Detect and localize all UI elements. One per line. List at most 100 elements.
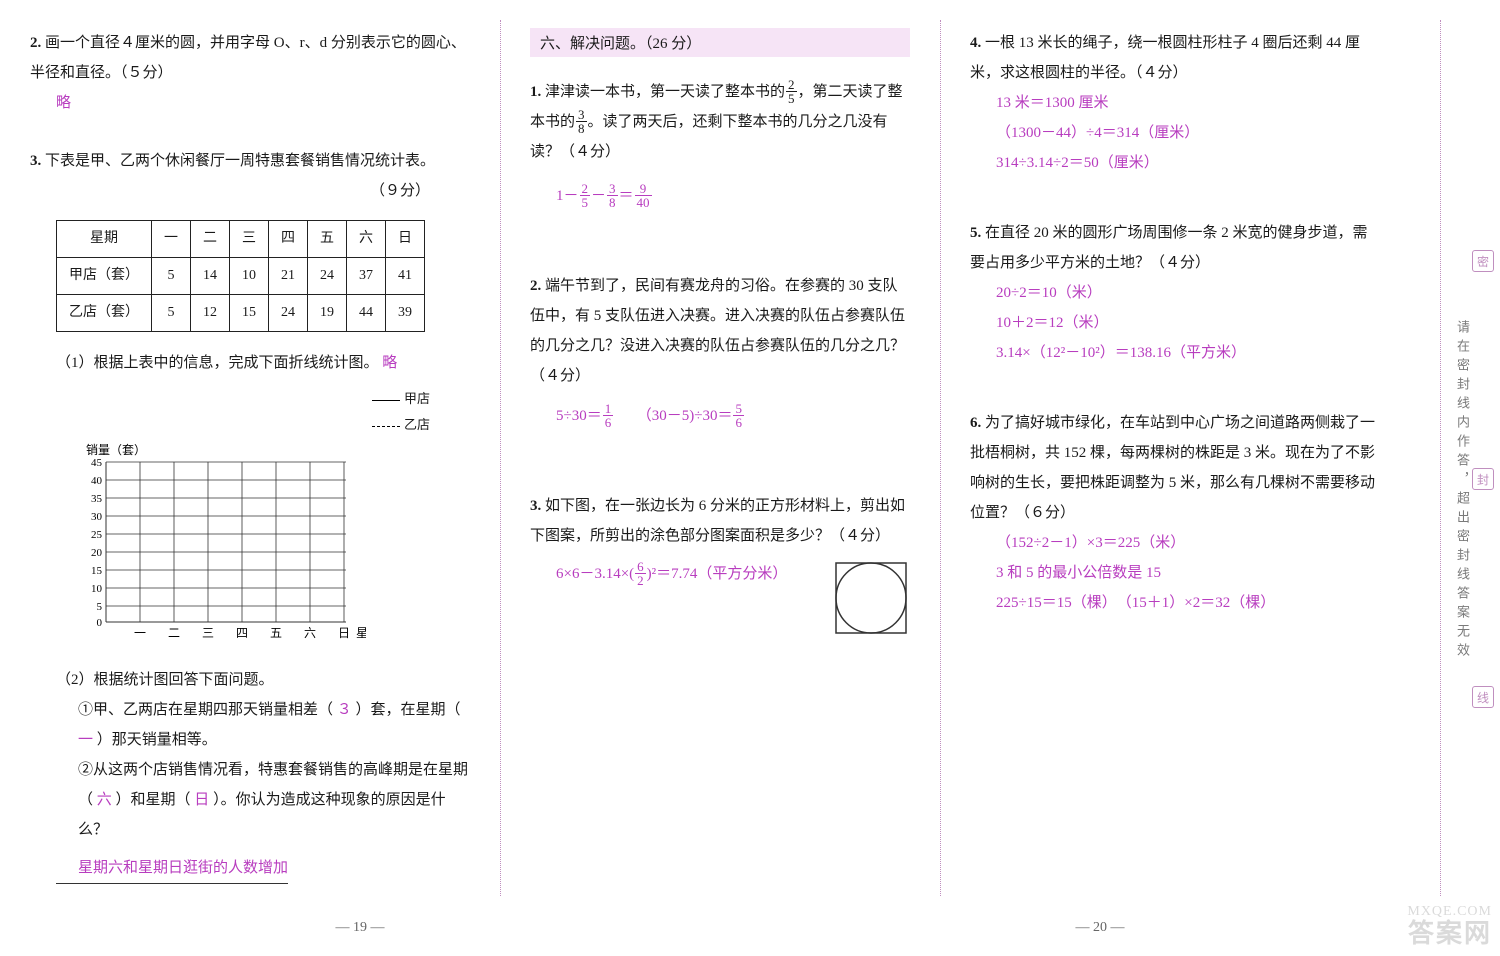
td: 44 bbox=[347, 295, 386, 332]
td: 15 bbox=[230, 295, 269, 332]
td: 24 bbox=[308, 258, 347, 295]
td: 19 bbox=[308, 295, 347, 332]
fraction: 38 bbox=[607, 182, 618, 209]
q3-sub2: （2）根据统计图回答下面问题。 ①甲、乙两店在星期四那天销量相差（ ３ ）套，在… bbox=[30, 665, 470, 884]
watermark-url: MXQE.COM bbox=[1407, 904, 1492, 920]
text: 5÷30＝ bbox=[556, 408, 602, 424]
text: （30－5)÷30＝ bbox=[644, 408, 732, 424]
answer-line: （1300－44）÷4＝314（厘米） bbox=[970, 118, 1380, 148]
text: ）和星期（ bbox=[116, 792, 191, 808]
ytick: 45 bbox=[91, 457, 103, 469]
ylabel: 销量（套） bbox=[86, 443, 146, 457]
text: ＝ bbox=[619, 188, 634, 204]
fraction: 38 bbox=[576, 108, 587, 135]
table-row: 甲店（套） 5 14 10 21 24 37 41 bbox=[57, 258, 425, 295]
xtick: 二 bbox=[168, 626, 180, 640]
fraction: 25 bbox=[580, 182, 591, 209]
td: 37 bbox=[347, 258, 386, 295]
text: 端午节到了，民间有赛龙舟的习俗。在参赛的 30 支队伍中，有 5 支队伍进入决赛… bbox=[530, 278, 905, 384]
ytick: 10 bbox=[91, 583, 103, 595]
th: 三 bbox=[230, 221, 269, 258]
xtick: 四 bbox=[236, 626, 248, 640]
text: ）套，在星期（ bbox=[356, 702, 461, 718]
dashed-line-icon bbox=[372, 426, 400, 427]
page-number-right: — 20 — bbox=[740, 920, 1460, 936]
ytick: 30 bbox=[91, 511, 103, 523]
ytick: 5 bbox=[97, 601, 103, 613]
td: 甲店（套） bbox=[57, 258, 152, 295]
ytick: 0 bbox=[97, 617, 103, 629]
xtick: 六 bbox=[304, 626, 316, 640]
column-3: 4. 一根 13 米长的绳子，绕一根圆柱形柱子 4 圈后还剩 44 厘米，求这根… bbox=[940, 0, 1410, 956]
page-root: 2. 画一个直径４厘米的圆，并用字母 O、r、d 分别表示它的圆心、半径和直径。… bbox=[0, 0, 1500, 956]
s6-q3-answer: 6×6－3.14×(62)²＝7.74（平方分米） bbox=[530, 559, 832, 589]
th: 五 bbox=[308, 221, 347, 258]
fraction: 16 bbox=[603, 402, 614, 429]
q3-sub1-answer: 略 bbox=[382, 355, 397, 371]
td: 21 bbox=[269, 258, 308, 295]
column-1: 2. 画一个直径４厘米的圆，并用字母 O、r、d 分别表示它的圆心、半径和直径。… bbox=[0, 0, 500, 956]
text: 在直径 20 米的圆形广场周围修一条 2 米宽的健身步道，需要占用多少平方米的土… bbox=[970, 225, 1368, 271]
s6-q6: 6. 为了搞好城市绿化，在车站到中心广场之间道路两侧栽了一批梧桐树，共 152 … bbox=[970, 408, 1380, 618]
answer-line: 3 和 5 的最小公倍数是 15 bbox=[970, 558, 1380, 588]
seal-mark-icon: 线 bbox=[1472, 686, 1494, 708]
chart-svg: 销量（套） bbox=[56, 442, 366, 642]
ytick: 15 bbox=[91, 565, 103, 577]
seal-instruction: 请在密封线内作答，超出密封线答案无效 bbox=[1453, 320, 1472, 662]
ytick: 25 bbox=[91, 529, 103, 541]
th: 一 bbox=[152, 221, 191, 258]
xtick: 一 bbox=[134, 626, 146, 640]
blank-answer: 六 bbox=[97, 792, 112, 808]
th: 六 bbox=[347, 221, 386, 258]
q2-number: 2. bbox=[30, 35, 41, 51]
seal-mark-icon: 封 bbox=[1472, 468, 1494, 490]
section-6-header: 六、解决问题。（26 分） bbox=[530, 28, 910, 57]
line-chart: 甲店 乙店 销量（套） bbox=[56, 386, 470, 653]
q-number: 3. bbox=[530, 498, 541, 514]
solid-line-icon bbox=[372, 400, 400, 401]
blank-answer: ３ bbox=[337, 702, 352, 718]
text: 为了搞好城市绿化，在车站到中心广场之间道路两侧栽了一批梧桐树，共 152 棵，每… bbox=[970, 415, 1375, 521]
q3-text: 下表是甲、乙两个休闲餐厅一周特惠套餐销售情况统计表。 bbox=[45, 153, 435, 169]
answer-line: 20÷2＝10（米） bbox=[970, 278, 1380, 308]
q-number: 4. bbox=[970, 35, 981, 51]
q2-text: 画一个直径４厘米的圆，并用字母 O、r、d 分别表示它的圆心、半径和直径。（５分… bbox=[30, 35, 466, 81]
ytick: 20 bbox=[91, 547, 103, 559]
text: 一根 13 米长的绳子，绕一根圆柱形柱子 4 圈后还剩 44 厘米，求这根圆柱的… bbox=[970, 35, 1360, 81]
ytick: 35 bbox=[91, 493, 103, 505]
xlabel: 星期 bbox=[356, 626, 366, 640]
sales-table: 星期 一 二 三 四 五 六 日 甲店（套） 5 14 10 21 24 37 bbox=[56, 220, 425, 332]
text bbox=[614, 408, 644, 424]
answer-line: 225÷15＝15（棵） （15＋1）×2＝32（棵） bbox=[970, 588, 1380, 618]
answer-line: 10＋2＝12（米） bbox=[970, 308, 1380, 338]
q3-sub2-label: （2）根据统计图回答下面问题。 bbox=[56, 665, 470, 695]
q3-sub2-q2: ②从这两个店销售情况看，特惠套餐销售的高峰期是在星期（ 六 ）和星期（ 日 ）。… bbox=[56, 755, 470, 845]
td: 39 bbox=[386, 295, 425, 332]
td: 乙店（套） bbox=[57, 295, 152, 332]
table-row: 乙店（套） 5 12 15 24 19 44 39 bbox=[57, 295, 425, 332]
fraction: 25 bbox=[786, 78, 797, 105]
q3-points: （９分） bbox=[30, 176, 470, 206]
text: 津津读一本书，第一天读了整本书的 bbox=[545, 84, 785, 100]
td: 12 bbox=[191, 295, 230, 332]
text: ①甲、乙两店在星期四那天销量相差（ bbox=[78, 702, 333, 718]
td: 14 bbox=[191, 258, 230, 295]
q-number: 5. bbox=[970, 225, 981, 241]
td: 10 bbox=[230, 258, 269, 295]
q3-sub2-q2-answer: 星期六和星期日逛街的人数增加 bbox=[56, 853, 288, 884]
q3: 3. 下表是甲、乙两个休闲餐厅一周特惠套餐销售情况统计表。 （９分） 星期 一 … bbox=[30, 146, 470, 884]
text: )²＝7.74（平方分米） bbox=[647, 566, 788, 582]
td: 24 bbox=[269, 295, 308, 332]
seal-mark-icon: 密 bbox=[1472, 250, 1494, 272]
s6-q2: 2. 端午节到了，民间有赛龙舟的习俗。在参赛的 30 支队伍中，有 5 支队伍进… bbox=[530, 271, 910, 431]
q-number: 6. bbox=[970, 415, 981, 431]
q-number: 1. bbox=[530, 84, 541, 100]
fraction: 56 bbox=[733, 402, 744, 429]
th: 日 bbox=[386, 221, 425, 258]
th: 四 bbox=[269, 221, 308, 258]
fraction: 62 bbox=[635, 560, 646, 587]
legend-b: 乙店 bbox=[404, 417, 430, 432]
q3-sub1: （1）根据上表中的信息，完成下面折线统计图。 略 bbox=[30, 348, 470, 378]
q2-answer: 略 bbox=[30, 88, 470, 118]
s6-q3: 3. 如下图，在一张边长为 6 分米的正方形材料上，剪出如下图案，所剪出的涂色部… bbox=[530, 491, 910, 648]
